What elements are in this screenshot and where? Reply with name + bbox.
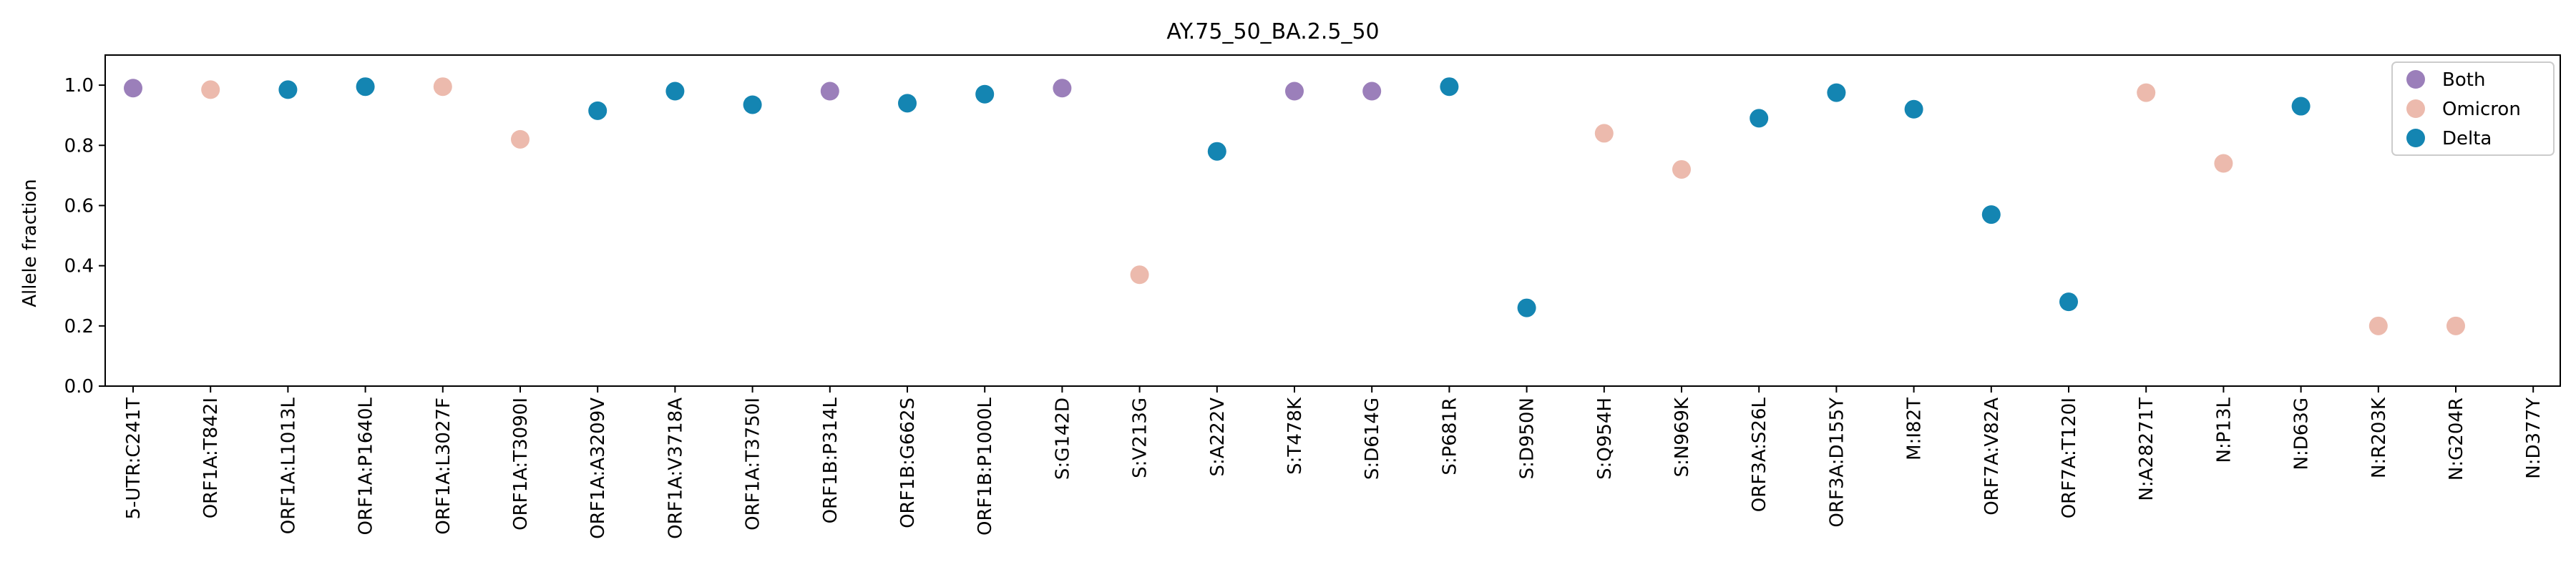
x-tick-label: M:I82T [1904, 398, 1926, 460]
x-tick-label: ORF1B:G662S [897, 398, 919, 528]
plot-frame [104, 54, 2561, 387]
x-tick-label: S:A222V [1207, 398, 1229, 477]
chart-title: AY.75_50_BA.2.5_50 [1166, 19, 1379, 44]
data-point-omicron [433, 77, 452, 97]
data-point-delta [588, 101, 608, 120]
data-point-delta [356, 77, 375, 97]
x-tick-label: N:D377Y [2523, 398, 2545, 479]
data-point-omicron [2137, 83, 2156, 102]
data-point-omicron [1130, 265, 1149, 285]
x-tick-label: ORF1A:T842I [200, 398, 222, 518]
legend-box [2391, 61, 2555, 156]
x-tick-label: ORF1A:P1640L [356, 397, 377, 535]
legend-label-omicron: Omicron [2442, 99, 2521, 120]
legend-marker-both [2406, 70, 2425, 89]
data-point-delta [278, 80, 298, 99]
data-point-delta [1517, 298, 1536, 317]
plot-area: 0.0 0.2 0.4 0.6 0.8 1.0 5-UTR:C241T ORF1A:T842I… [64, 75, 2545, 539]
data-point-delta [898, 94, 917, 113]
x-tick-label: ORF7A:V82A [1981, 398, 2003, 516]
x-tick-label: ORF7A:T120I [2059, 398, 2080, 518]
data-point-delta [2059, 292, 2078, 312]
x-tick-label: S:P681R [1439, 398, 1460, 475]
y-tick-label: 0.2 [64, 316, 94, 337]
data-point-delta [1750, 109, 1769, 128]
x-tick-label: N:D63G [2291, 398, 2313, 470]
legend-marker-delta [2406, 129, 2425, 147]
legend: Both Omicron Delta [2391, 61, 2555, 156]
data-point-omicron [2368, 316, 2388, 335]
data-point-omicron [1672, 159, 1691, 179]
x-tick-label: ORF1B:P1000L [975, 397, 996, 535]
y-tick-label: 0.6 [64, 195, 94, 217]
data-point-both [1285, 82, 1304, 101]
data-point-delta [1904, 99, 1923, 119]
data-point-delta [665, 82, 685, 101]
x-tick-label: N:R203K [2368, 397, 2390, 478]
data-point-delta [975, 84, 995, 104]
x-tick-label: 5-UTR:C241T [123, 398, 145, 520]
x-tick-label: S:D614G [1362, 398, 1383, 480]
x-tick-label: ORF1A:T3090I [510, 398, 532, 531]
data-point-both [820, 82, 839, 101]
data-point-omicron [511, 129, 530, 149]
x-tick-label: ORF1B:P314L [820, 397, 841, 523]
legend-marker-omicron [2406, 99, 2425, 118]
x-tick-label: ORF3A:S26L [1749, 397, 1770, 512]
data-point-delta [1440, 77, 1459, 97]
data-point-delta [1207, 142, 1226, 161]
x-tick-label: S:V213G [1130, 398, 1151, 478]
x-tick-label: S:G142D [1052, 398, 1073, 480]
data-point-delta [2291, 97, 2311, 116]
x-tick-label: ORF1A:L3027F [433, 398, 454, 535]
x-tick-label: ORF1A:A3209V [587, 398, 609, 539]
data-point-delta [1981, 205, 2001, 225]
y-tick-label: 0.0 [64, 376, 94, 398]
data-point-both [1362, 82, 1382, 101]
data-point-omicron [201, 80, 220, 99]
x-tick-label: S:T478K [1284, 397, 1306, 475]
x-tick-label: N:G204R [2446, 398, 2467, 480]
y-tick-label: 0.8 [64, 135, 94, 157]
data-point-both [1053, 79, 1072, 98]
x-tick-label: ORF1A:T3750I [743, 398, 764, 531]
y-axis-label: Allele fraction [19, 179, 41, 307]
x-tick-label: ORF1A:L1013L [278, 397, 299, 534]
legend-label-both: Both [2442, 69, 2485, 91]
data-point-delta [743, 95, 762, 114]
x-tick-label: S:Q954H [1594, 398, 1616, 480]
data-point-omicron [2446, 316, 2465, 335]
data-point-omicron [1594, 124, 1614, 143]
x-tick-label: S:D950N [1517, 398, 1538, 479]
y-tick-label: 0.4 [64, 256, 94, 277]
x-tick-label: ORF3A:D155Y [1826, 398, 1848, 528]
x-tick-label: N:P13L [2213, 397, 2235, 463]
x-tick-label: ORF1A:V3718A [665, 398, 686, 539]
legend-label-delta: Delta [2442, 128, 2492, 149]
data-point-both [124, 79, 142, 98]
data-point-delta [1827, 83, 1846, 102]
x-tick-label: N:A28271T [2136, 398, 2157, 501]
x-tick-label: S:N969K [1672, 397, 1693, 477]
data-point-omicron [2214, 154, 2233, 173]
y-tick-label: 1.0 [64, 75, 94, 97]
